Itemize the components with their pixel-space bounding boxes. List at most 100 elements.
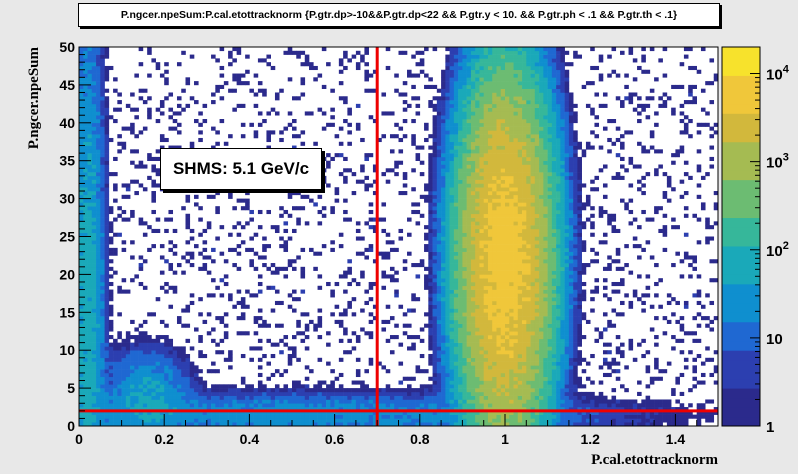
heatmap-cell	[496, 300, 502, 306]
heatmap-cell	[466, 312, 472, 317]
heatmap-cell	[483, 194, 489, 199]
heatmap-cell	[79, 119, 84, 124]
heatmap-cell	[185, 225, 191, 230]
heatmap-cell	[509, 293, 514, 298]
heatmap-cell	[100, 107, 105, 112]
heatmap-cell	[304, 388, 310, 393]
heatmap-cell	[100, 346, 105, 351]
heatmap-cell	[492, 69, 497, 74]
heatmap-cell	[364, 369, 369, 374]
heatmap-cell	[79, 403, 84, 408]
heatmap-cell	[479, 58, 484, 63]
heatmap-cell	[164, 350, 169, 355]
heatmap-cell	[79, 331, 84, 336]
heatmap-cell	[458, 236, 463, 241]
heatmap-cell	[445, 206, 450, 211]
heatmap-cell	[87, 107, 93, 112]
heatmap-cell	[517, 65, 523, 71]
heatmap-cell	[147, 369, 152, 374]
heatmap-cell	[257, 122, 263, 127]
heatmap-cell	[475, 399, 480, 404]
heatmap-cell	[317, 107, 323, 112]
heatmap-cell	[458, 65, 463, 71]
heatmap-cell	[436, 126, 442, 131]
heatmap-cell	[104, 96, 110, 101]
heatmap-cell	[296, 403, 301, 408]
heatmap-cell	[198, 350, 203, 355]
heatmap-cell	[343, 96, 348, 101]
heatmap-cell	[96, 58, 101, 63]
heatmap-cell	[159, 353, 165, 359]
heatmap-cell	[424, 410, 429, 415]
heatmap-cell	[453, 342, 459, 347]
heatmap-cell	[500, 297, 506, 302]
heatmap-cell	[240, 73, 246, 78]
heatmap-cell	[96, 194, 101, 199]
heatmap-cell	[458, 342, 463, 347]
heatmap-cell	[364, 331, 369, 336]
heatmap-cell	[453, 228, 459, 234]
heatmap-cell	[441, 403, 446, 408]
heatmap-cell	[104, 217, 110, 222]
heatmap-cell	[334, 422, 340, 427]
heatmap-cell	[194, 399, 199, 404]
heatmap-cell	[424, 384, 429, 389]
heatmap-cell	[513, 160, 519, 165]
heatmap-cell	[79, 69, 84, 74]
heatmap-cell	[87, 251, 93, 256]
heatmap-cell	[172, 384, 178, 389]
heatmap-cell	[87, 259, 93, 264]
heatmap-cell	[125, 410, 131, 415]
heatmap-cell	[121, 209, 127, 215]
heatmap-cell	[236, 251, 242, 256]
heatmap-cell	[151, 191, 156, 196]
heatmap-cell	[458, 47, 463, 52]
heatmap-cell	[287, 47, 293, 52]
heatmap-cell	[483, 414, 489, 419]
heatmap-cell	[517, 281, 523, 287]
heatmap-cell	[91, 54, 97, 59]
heatmap-cell	[428, 156, 433, 161]
heatmap-cell	[79, 247, 84, 252]
heatmap-cell	[500, 122, 506, 127]
heatmap-cell	[125, 391, 131, 396]
heatmap-cell	[168, 107, 174, 112]
heatmap-cell	[466, 175, 472, 180]
heatmap-cell	[445, 168, 450, 173]
heatmap-cell	[326, 331, 331, 336]
heatmap-cell	[113, 338, 118, 343]
heatmap-cell	[270, 225, 276, 230]
heatmap-cell	[147, 372, 152, 378]
heatmap-cell	[228, 353, 233, 359]
heatmap-cell	[87, 327, 93, 332]
heatmap-cell	[517, 285, 523, 290]
heatmap-cell	[424, 281, 429, 287]
heatmap-cell	[428, 198, 433, 203]
heatmap-cell	[96, 414, 101, 419]
heatmap-cell	[100, 130, 105, 135]
heatmap-cell	[441, 365, 446, 370]
heatmap-cell	[266, 410, 271, 415]
heatmap-cell	[83, 225, 88, 230]
heatmap-cell	[492, 342, 497, 347]
heatmap-cell	[87, 289, 93, 294]
heatmap-cell	[121, 365, 127, 370]
heatmap-cell	[513, 153, 519, 158]
heatmap-cell	[436, 270, 442, 275]
heatmap-cell	[487, 346, 493, 351]
heatmap-cell	[351, 422, 357, 427]
heatmap-cell	[79, 183, 84, 188]
heatmap-cell	[185, 103, 191, 108]
heatmap-cell	[130, 107, 135, 112]
heatmap-cell	[517, 77, 523, 82]
heatmap-cell	[343, 156, 348, 161]
heatmap-cell	[317, 308, 323, 313]
heatmap-cell	[142, 357, 148, 362]
heatmap-cell	[449, 88, 455, 93]
heatmap-cell	[292, 297, 297, 302]
heatmap-cell	[509, 122, 514, 127]
heatmap-cell	[449, 107, 455, 112]
heatmap-cell	[113, 247, 118, 252]
heatmap-cell	[368, 285, 374, 290]
heatmap-cell	[334, 403, 340, 408]
